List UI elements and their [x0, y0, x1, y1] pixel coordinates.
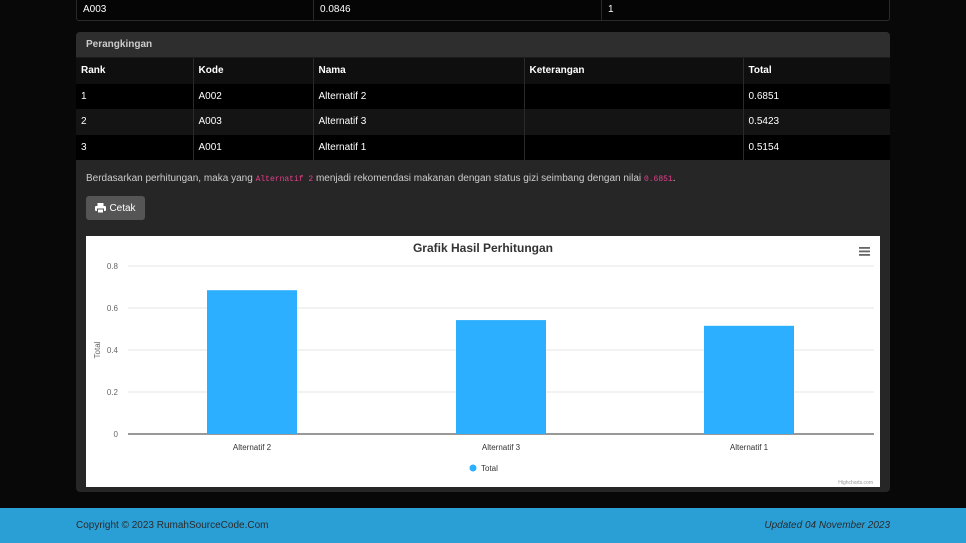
- total-cell: 0.5154: [743, 134, 890, 160]
- x-axis-labels: Alternatif 2 Alternatif 3 Alternatif 1: [233, 443, 769, 452]
- updated-text: Updated 04 November 2023: [764, 520, 890, 531]
- hamburger-menu-icon[interactable]: [859, 247, 870, 256]
- kode-cell: A003: [193, 109, 314, 135]
- nama-cell: Alternatif 3: [313, 109, 525, 135]
- legend-label: Total: [481, 464, 498, 473]
- keterangan-cell: [524, 109, 744, 135]
- conclusion-prefix: Berdasarkan perhitungan, maka yang: [86, 173, 253, 184]
- legend-dot-icon: [469, 464, 477, 472]
- copyright-text: Copyright © 2023 RumahSourceCode.Com: [76, 520, 269, 531]
- print-button-label: Cetak: [109, 202, 136, 214]
- conclusion-text: Berdasarkan perhitungan, maka yang Alter…: [76, 160, 890, 196]
- bar-alternatif-3[interactable]: [456, 320, 546, 434]
- ranking-table: Rank Kode Nama Keterangan Total 1 A002 A…: [76, 58, 890, 160]
- table-row: 2 A003 Alternatif 3 0.5423: [76, 109, 890, 135]
- col-kode: Kode: [193, 58, 314, 84]
- footer: Copyright © 2023 RumahSourceCode.Com Upd…: [0, 508, 966, 543]
- conclusion-middle: menjadi rekomendasi makanan dengan statu…: [315, 173, 642, 184]
- col-nama: Nama: [313, 58, 525, 84]
- col-rank: Rank: [76, 58, 194, 84]
- rank-cell: 1: [76, 83, 194, 109]
- bar-alternatif-2[interactable]: [207, 290, 297, 434]
- result-chart: Grafik Hasil Perhitungan 0.8 0.6 0.4 0.2…: [86, 236, 880, 487]
- col-total: Total: [743, 58, 890, 84]
- nama-cell: Alternatif 1: [313, 134, 525, 160]
- total-cell: 0.5423: [743, 109, 890, 135]
- bars: [207, 290, 794, 434]
- best-value: 0.6851: [643, 175, 673, 184]
- y-tick: 0.4: [107, 346, 119, 355]
- nama-cell: Alternatif 2: [313, 83, 525, 109]
- col-keterangan: Keterangan: [524, 58, 744, 84]
- x-tick: Alternatif 2: [233, 443, 272, 452]
- previous-table-last-row: A003 0.0846 1: [76, 0, 890, 21]
- print-icon: [95, 203, 107, 213]
- conclusion-suffix: .: [672, 173, 676, 184]
- y-tick: 0.2: [107, 388, 119, 397]
- bar-alternatif-1[interactable]: [704, 325, 794, 434]
- y-tick: 0.8: [107, 262, 119, 271]
- chart-credits[interactable]: Highcharts.com: [838, 480, 873, 486]
- cell-nilai: 0.0846: [314, 0, 602, 20]
- rank-cell: 3: [76, 134, 194, 160]
- y-tick: 0.6: [107, 304, 119, 313]
- keterangan-cell: [524, 83, 744, 109]
- legend-item-total[interactable]: Total: [469, 464, 499, 473]
- keterangan-cell: [524, 134, 744, 160]
- y-tick: 0: [114, 430, 119, 439]
- cell-rank: 1: [608, 4, 614, 15]
- kode-cell: A002: [193, 83, 314, 109]
- cell-kode: A003: [77, 0, 314, 20]
- print-button[interactable]: Cetak: [86, 196, 145, 220]
- ranking-card: Perangkingan Rank Kode Nama Keterangan T…: [76, 32, 890, 492]
- chart-title: Grafik Hasil Perhitungan: [413, 241, 553, 255]
- ranking-card-title: Perangkingan: [76, 32, 890, 58]
- y-axis-label: Total: [93, 341, 102, 358]
- best-alternative: Alternatif 2: [255, 175, 314, 184]
- table-row: 3 A001 Alternatif 1 0.5154: [76, 134, 890, 160]
- kode-cell: A001: [193, 134, 314, 160]
- x-tick: Alternatif 1: [730, 443, 769, 452]
- y-axis-ticks: 0.8 0.6 0.4 0.2 0: [107, 262, 119, 439]
- rank-cell: 2: [76, 109, 194, 135]
- total-cell: 0.6851: [743, 83, 890, 109]
- x-tick: Alternatif 3: [482, 443, 521, 452]
- table-row: 1 A002 Alternatif 2 0.6851: [76, 83, 890, 109]
